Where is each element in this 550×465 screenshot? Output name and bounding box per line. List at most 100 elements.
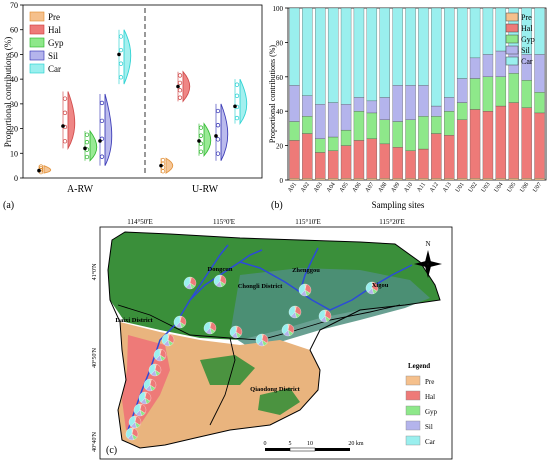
violin-mean-car-a-rw bbox=[117, 52, 121, 57]
bar-pre-u02 bbox=[469, 178, 481, 181]
b-legend-swatch-sil bbox=[505, 45, 519, 55]
sampling-pie bbox=[288, 305, 302, 319]
bar-sil-a02 bbox=[302, 95, 313, 117]
pie-slice-car bbox=[173, 315, 181, 327]
bar-sil-a09 bbox=[392, 85, 403, 122]
c-legend-swatch-sil bbox=[405, 420, 421, 431]
violin-hal-u-rw bbox=[182, 70, 191, 103]
pie-slice-car bbox=[148, 363, 156, 375]
bar-car-a12 bbox=[431, 7, 442, 107]
bar-pre-a07 bbox=[366, 178, 378, 181]
pie-slice-car bbox=[229, 325, 237, 337]
violin-point bbox=[215, 108, 221, 114]
c-legend-label-pre: Pre bbox=[425, 378, 434, 386]
violin-point bbox=[84, 140, 90, 145]
violin-mean-gyp-u-rw bbox=[197, 139, 201, 143]
panel-b-y-ticks: 0 20 40 60 80 100 bbox=[273, 5, 288, 185]
a-legend-label-hal: Hal bbox=[48, 25, 61, 35]
bar-gyp-a05 bbox=[340, 129, 352, 146]
map-region-center bbox=[230, 268, 430, 348]
bar-gyp-u07 bbox=[534, 92, 545, 114]
sampling-pie bbox=[203, 321, 217, 335]
b-xtick-label: A12 bbox=[429, 182, 440, 194]
violin-point bbox=[234, 82, 240, 87]
north-arrow-icon: N bbox=[414, 240, 442, 278]
panel-a-group-arw: A-RW bbox=[67, 184, 94, 195]
bar-gyp-u03 bbox=[482, 76, 494, 112]
bar-car-a08 bbox=[379, 7, 390, 98]
a-ytick-label: 10 bbox=[10, 149, 18, 158]
b-ytick-label: 100 bbox=[273, 5, 284, 13]
bar-car-a01 bbox=[289, 7, 300, 86]
a-legend-label-pre: Pre bbox=[48, 12, 60, 22]
violin-car-u-rw bbox=[239, 78, 248, 125]
bar-gyp-u02 bbox=[469, 78, 481, 110]
sampling-pie bbox=[255, 333, 269, 347]
lon-label-1: 114°50'E bbox=[127, 218, 153, 226]
bar-hal-u06 bbox=[521, 107, 532, 179]
bar-sil-a03 bbox=[315, 104, 326, 139]
bar-hal-a08 bbox=[379, 143, 390, 179]
c-legend-swatch-pre bbox=[405, 375, 421, 386]
bar-sil-u04 bbox=[495, 50, 507, 77]
bar-pre-a03 bbox=[315, 178, 326, 181]
violin-point bbox=[118, 34, 124, 39]
sampling-pie bbox=[153, 348, 167, 362]
panel-a: 0 10 20 30 40 50 60 70 Proportional contributio… bbox=[3, 1, 263, 211]
bar-sil-a05 bbox=[340, 104, 352, 131]
sampling-pie bbox=[161, 333, 175, 347]
b-xtick-label: A06 bbox=[352, 182, 363, 194]
violin-point bbox=[234, 115, 240, 121]
panel-a-group-urw: U-RW bbox=[192, 184, 219, 195]
violin-point bbox=[198, 149, 204, 154]
b-xtick-label: A02 bbox=[300, 182, 311, 194]
scale-5: 5 bbox=[289, 441, 292, 447]
panel-a-legend: Pre Hal Gyp Sil Car bbox=[29, 11, 64, 74]
violin-point bbox=[177, 73, 183, 78]
place-qiaodong: Qiaodong District bbox=[250, 386, 300, 393]
bar-gyp-a11 bbox=[418, 116, 429, 150]
violin-point bbox=[118, 61, 124, 66]
bar-pre-u03 bbox=[482, 178, 494, 181]
violin-gyp-a-rw bbox=[89, 129, 98, 162]
violin-point bbox=[177, 80, 183, 85]
bar-hal-a12 bbox=[431, 133, 442, 179]
bar-car-a06 bbox=[353, 7, 365, 98]
b-xtick-label: A04 bbox=[326, 182, 337, 194]
violin-mean-sil-u-rw bbox=[214, 134, 218, 138]
b-legend-swatch-gyp bbox=[505, 34, 519, 44]
a-legend-swatch-hal bbox=[29, 24, 45, 35]
violin-point bbox=[160, 169, 166, 174]
violin-point bbox=[99, 154, 105, 159]
violin-pre-a-rw bbox=[43, 164, 52, 174]
violin-point bbox=[99, 118, 105, 123]
bar-car-u01 bbox=[456, 7, 468, 79]
violin-point bbox=[118, 75, 124, 80]
violin-mean-pre-u-rw bbox=[159, 163, 163, 168]
b-legend-swatch-hal bbox=[505, 23, 519, 33]
bar-car-u07 bbox=[534, 7, 545, 55]
bar-pre-u06 bbox=[521, 178, 532, 181]
bar-gyp-a07 bbox=[366, 112, 378, 139]
place-dongcun: Dongcun bbox=[208, 266, 233, 273]
lat-label-1: 41°0'N bbox=[91, 263, 98, 280]
bar-sil-u02 bbox=[469, 57, 481, 79]
panel-b-frame bbox=[287, 7, 547, 181]
bar-pre-a08 bbox=[379, 178, 390, 181]
violin-point bbox=[198, 125, 204, 130]
bar-hal-a03 bbox=[315, 152, 326, 179]
bar-sil-a13 bbox=[444, 97, 455, 112]
b-xtick-label: A07 bbox=[365, 182, 376, 194]
place-chongli: Chongli District bbox=[238, 283, 283, 290]
b-legend-label-hal: Hal bbox=[521, 24, 533, 33]
b-legend-label-sil: Sil bbox=[521, 46, 531, 55]
b-xtick-label: A09 bbox=[390, 182, 401, 194]
b-xtick-label: U05 bbox=[507, 182, 518, 194]
bar-gyp-u06 bbox=[521, 80, 532, 108]
bar-hal-a04 bbox=[327, 150, 339, 179]
pie-slice-car bbox=[298, 283, 306, 295]
bar-gyp-u01 bbox=[456, 102, 468, 120]
bar-car-a07 bbox=[366, 7, 378, 102]
violin-point bbox=[198, 133, 204, 138]
b-legend-label-pre: Pre bbox=[521, 13, 532, 22]
